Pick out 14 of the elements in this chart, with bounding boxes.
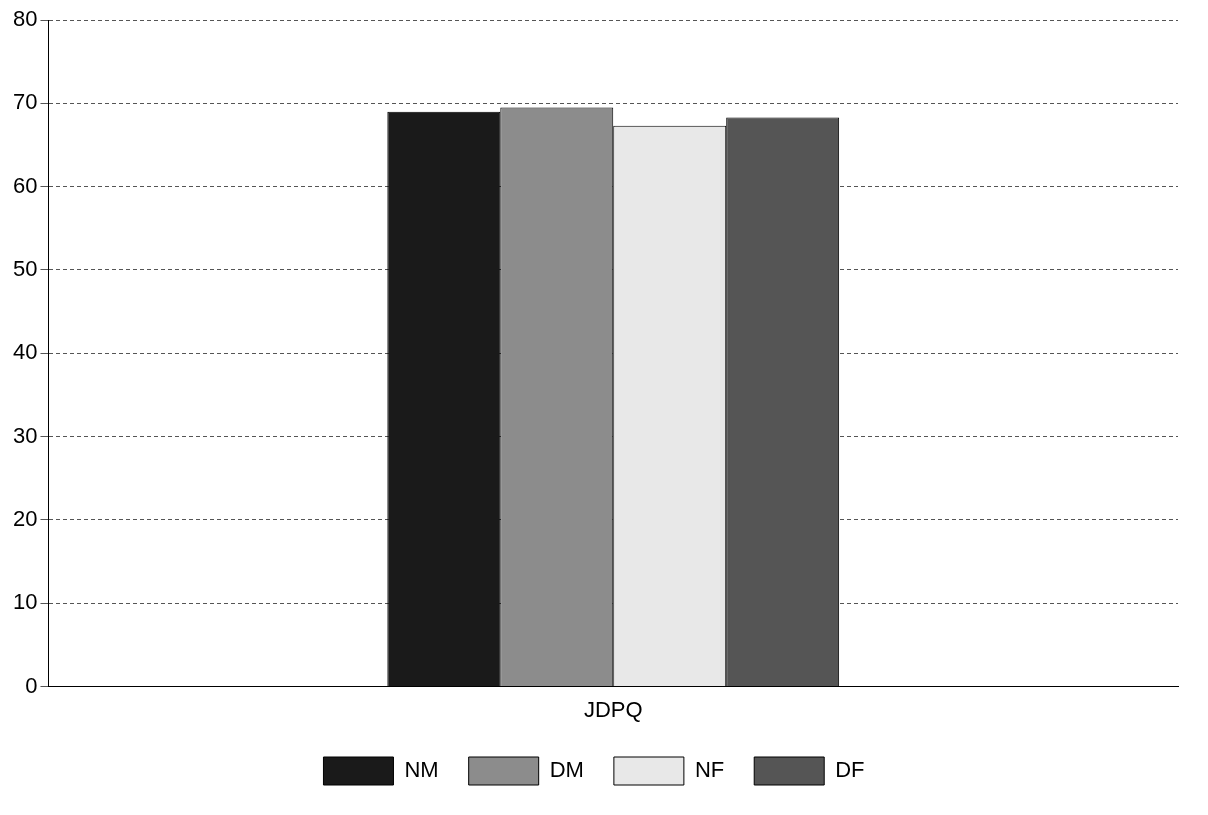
legend-label: DF xyxy=(835,757,865,783)
y-tick-label: 60 xyxy=(12,172,38,198)
y-tick-label: 40 xyxy=(12,339,38,365)
y-tick-label: 80 xyxy=(12,6,38,32)
y-tick-label: 30 xyxy=(12,422,38,448)
y-tick-label: 0 xyxy=(25,672,38,698)
legend-label: NF xyxy=(694,757,725,783)
y-tick-label: 50 xyxy=(12,256,38,282)
y-tick-label: 20 xyxy=(12,506,38,532)
legend-label: DM xyxy=(549,757,584,783)
y-tick-label: 70 xyxy=(12,89,38,115)
y-tick-label: 10 xyxy=(12,589,38,615)
x-tick-label: JDPQ xyxy=(583,696,643,722)
legend-label: NM xyxy=(404,757,439,783)
